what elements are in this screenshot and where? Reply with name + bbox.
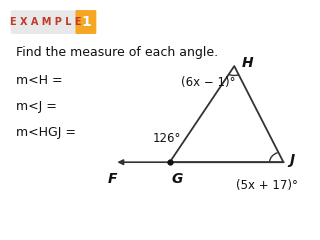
- Text: (5x + 17)°: (5x + 17)°: [236, 179, 298, 192]
- Text: E X A M P L E: E X A M P L E: [10, 17, 81, 27]
- Text: Find the measure of each angle.: Find the measure of each angle.: [16, 46, 218, 59]
- Text: m<J =: m<J =: [16, 100, 57, 113]
- Text: J: J: [289, 153, 294, 167]
- FancyBboxPatch shape: [11, 10, 80, 34]
- Text: F: F: [108, 172, 118, 186]
- FancyBboxPatch shape: [76, 10, 96, 34]
- Text: m<HGJ =: m<HGJ =: [16, 126, 76, 139]
- Text: G: G: [172, 172, 183, 186]
- Text: 1: 1: [81, 15, 91, 29]
- Text: 126°: 126°: [153, 132, 181, 145]
- Text: m<H =: m<H =: [16, 74, 63, 87]
- Text: (6x − 1)°: (6x − 1)°: [180, 76, 235, 89]
- Text: H: H: [242, 56, 253, 70]
